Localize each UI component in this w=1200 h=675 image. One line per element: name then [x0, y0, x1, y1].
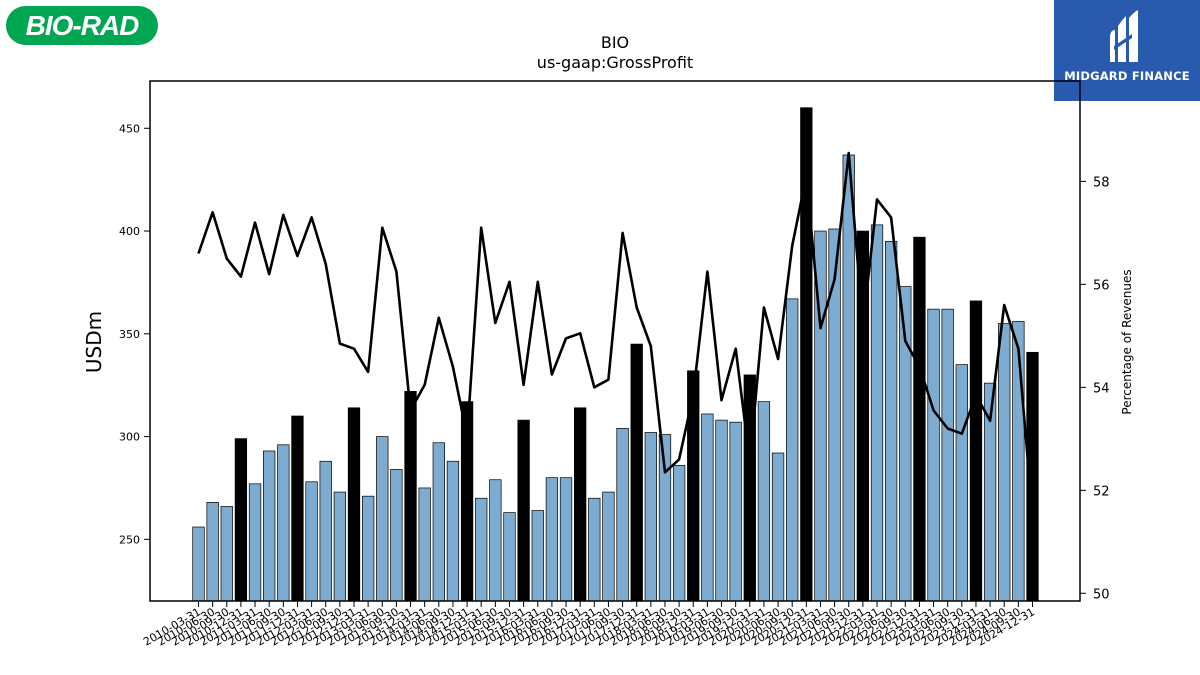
bio-rad-logo-text: BIO-RAD	[25, 9, 140, 41]
bar	[672, 464, 686, 602]
line-series	[197, 151, 1034, 517]
y2-tick-label: 54	[1093, 381, 1110, 396]
bar	[630, 343, 643, 602]
y2-tick-label: 52	[1093, 484, 1110, 499]
y-tick-label: 450	[119, 122, 140, 135]
bar	[658, 434, 672, 602]
plot-frame	[149, 80, 1081, 602]
bar	[828, 228, 841, 602]
y-tick-label: 250	[119, 533, 140, 546]
bar	[941, 308, 954, 602]
x-axis: 2010-03-312010-06-302010-09-302010-12-31…	[141, 601, 1037, 649]
bar	[842, 154, 855, 602]
y-axis: 250 300 350 400 450	[119, 122, 150, 546]
y-tick-label: 350	[119, 328, 140, 341]
bar	[715, 419, 728, 602]
chart-subtitle: us-gaap:GrossProfit	[537, 53, 693, 72]
bar	[248, 483, 262, 602]
bar	[913, 236, 926, 602]
y2-axis: 50 52 54 56 58	[1080, 175, 1110, 602]
bar	[531, 510, 544, 602]
bar	[955, 364, 968, 602]
bar	[376, 436, 389, 602]
bar	[418, 487, 431, 602]
y-axis-label: USDm	[82, 311, 106, 373]
bar	[220, 506, 233, 602]
bar	[206, 501, 219, 602]
bar	[503, 512, 516, 602]
bar	[927, 308, 940, 602]
bar	[475, 497, 488, 602]
bar	[574, 407, 587, 602]
bar	[998, 323, 1011, 602]
bar	[517, 419, 530, 602]
bar	[192, 526, 205, 602]
y2-axis-label: Percentage of Revenues	[1120, 269, 1134, 414]
midgard-emblem-icon	[1054, 0, 1200, 101]
bar	[602, 491, 615, 602]
bar	[446, 460, 460, 602]
bar	[884, 240, 898, 602]
midgard-finance-logo: MIDGARD FINANCE	[1054, 0, 1200, 101]
bar	[361, 495, 375, 602]
bar	[432, 442, 445, 602]
y-tick-label: 300	[119, 431, 140, 444]
bar	[771, 452, 785, 602]
bar	[969, 300, 983, 602]
y2-tick-label: 56	[1093, 278, 1110, 293]
chart-title: BIO	[601, 33, 629, 52]
percentage-line	[197, 151, 1034, 517]
bar	[319, 460, 332, 602]
bar	[404, 391, 417, 602]
bar	[390, 469, 403, 602]
bar	[729, 421, 742, 602]
bar	[588, 497, 601, 602]
bar	[347, 407, 361, 602]
bar	[305, 481, 318, 602]
bar	[291, 415, 304, 602]
bar	[644, 432, 657, 602]
bar	[489, 479, 502, 602]
y2-tick-label: 50	[1093, 587, 1110, 602]
bar	[786, 298, 799, 602]
bar	[616, 428, 629, 602]
bar	[701, 413, 714, 602]
bar	[234, 438, 248, 602]
y-tick-label: 400	[119, 225, 140, 238]
bio-rad-logo: BIO-RAD	[6, 6, 158, 45]
y2-tick-label: 58	[1093, 175, 1110, 190]
bar	[263, 450, 276, 602]
bar	[870, 224, 884, 602]
bar-series	[192, 107, 1039, 602]
midgard-finance-brand-name: MIDGARD FINANCE	[1064, 69, 1190, 83]
bar	[545, 477, 559, 602]
bar	[687, 370, 700, 602]
bar	[559, 477, 573, 602]
bar	[277, 444, 290, 602]
bar	[757, 401, 771, 602]
bar	[333, 491, 347, 602]
